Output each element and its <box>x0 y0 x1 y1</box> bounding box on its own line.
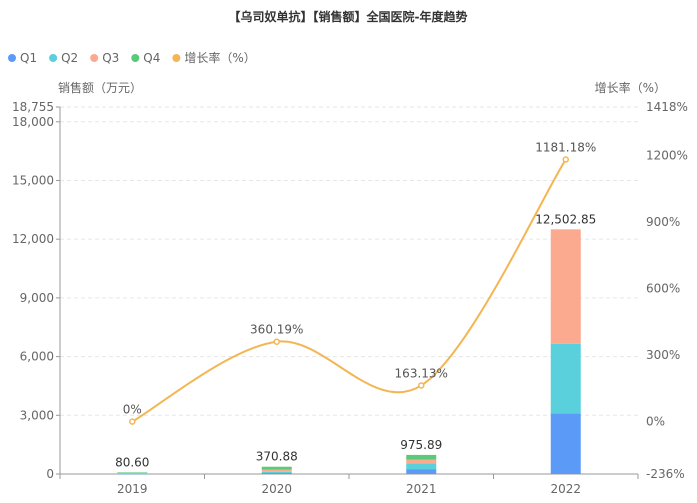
growth-point-2019 <box>129 418 136 425</box>
growth-line: 0% 360.19% 163.13% 1181.18% <box>123 141 596 425</box>
bar-q2-2021 <box>406 463 437 470</box>
total-labels: 80.60 370.88 975.89 12,502.85 <box>115 212 596 469</box>
growth-point-2022 <box>562 156 569 163</box>
bar-q3-2020 <box>261 469 292 472</box>
total-label: 370.88 <box>256 450 298 464</box>
bar-q4-2019 <box>117 472 148 474</box>
y-left-tick-label: 12,000 <box>12 232 54 246</box>
total-label: 12,502.85 <box>535 212 596 226</box>
legend-marker-q2 <box>49 54 58 62</box>
legend-label: Q3 <box>102 51 119 65</box>
legend-label: 增长率（%） <box>184 50 255 65</box>
bar-q2-2020 <box>261 471 292 474</box>
bar-q1-2020 <box>261 473 292 474</box>
x-tick-label: 2020 <box>261 482 292 496</box>
legend-marker-q4 <box>131 54 140 62</box>
bar-q2-2019 <box>117 473 148 475</box>
bar-q3-2021 <box>406 459 437 464</box>
legend-item-q2[interactable]: Q2 <box>49 51 78 65</box>
y-right-tick-label: 300% <box>646 348 680 362</box>
y-left-tick-label: 18,000 <box>12 115 54 129</box>
chart-title: 【乌司奴单抗】【销售额】全国医院-年度趋势 <box>229 9 468 24</box>
bars <box>117 229 581 475</box>
y-right-tick-label: -236% <box>646 467 685 481</box>
growth-point-2021 <box>418 382 425 389</box>
y-left-tick-label: 15,000 <box>12 173 54 187</box>
legend-item-q4[interactable]: Q4 <box>131 51 160 65</box>
bar-q1-2021 <box>406 469 437 474</box>
growth-line-path <box>131 159 567 423</box>
growth-label: 163.13% <box>395 366 448 380</box>
y-right-axis-name: 增长率（%） <box>595 80 666 95</box>
growth-label: 0% <box>123 403 142 417</box>
y-left-tick-label: 9,000 <box>20 291 54 305</box>
total-label: 80.60 <box>115 455 149 469</box>
bar-q1-2019 <box>117 473 148 475</box>
bar-q1-2022 <box>550 413 581 474</box>
total-label: 975.89 <box>400 438 442 452</box>
y-right-tick-label: 900% <box>646 215 680 229</box>
y-left-tick-label: 6,000 <box>20 350 54 364</box>
x-axis: 2019 2020 2021 2022 <box>59 473 639 496</box>
bar-q2-2022 <box>550 343 581 414</box>
legend-marker-growth <box>172 54 181 62</box>
grid-lines <box>60 106 638 416</box>
legend-item-growth[interactable]: 增长率（%） <box>172 50 256 65</box>
y-right-tick-label: 1418% <box>646 100 688 114</box>
bar-q3-2019 <box>117 473 148 474</box>
legend-item-q3[interactable]: Q3 <box>90 51 119 65</box>
bar-q3-2022 <box>550 229 581 344</box>
y-right-ticks: -236% 0% 300% 600% 900% 1200% 1418% <box>646 100 688 481</box>
legend-marker-q3 <box>90 54 99 62</box>
y-right-tick-label: 0% <box>646 415 665 429</box>
legend-item-q1[interactable]: Q1 <box>8 51 37 65</box>
x-tick-label: 2019 <box>117 482 148 496</box>
y-right-tick-label: 600% <box>646 282 680 296</box>
y-right-tick-label: 1200% <box>646 148 688 162</box>
legend-label: Q1 <box>20 51 37 65</box>
legend-label: Q4 <box>143 51 160 65</box>
legend[interactable]: Q1 Q2 Q3 Q4 增长率（%） <box>8 50 256 65</box>
growth-label: 1181.18% <box>535 141 596 155</box>
x-tick-label: 2021 <box>406 482 437 496</box>
y-left-axis-name: 销售额（万元） <box>58 80 142 95</box>
growth-point-2020 <box>273 338 280 345</box>
x-tick-label: 2022 <box>550 482 581 496</box>
bar-q4-2020 <box>261 466 292 470</box>
legend-label: Q2 <box>61 51 78 65</box>
bar-q4-2021 <box>406 454 437 460</box>
y-left-tick-label: 18,755 <box>12 100 54 114</box>
y-left-tick-label: 0 <box>46 467 54 481</box>
y-left-tick-label: 3,000 <box>20 408 54 422</box>
legend-marker-q1 <box>8 54 16 62</box>
growth-label: 360.19% <box>250 323 303 337</box>
